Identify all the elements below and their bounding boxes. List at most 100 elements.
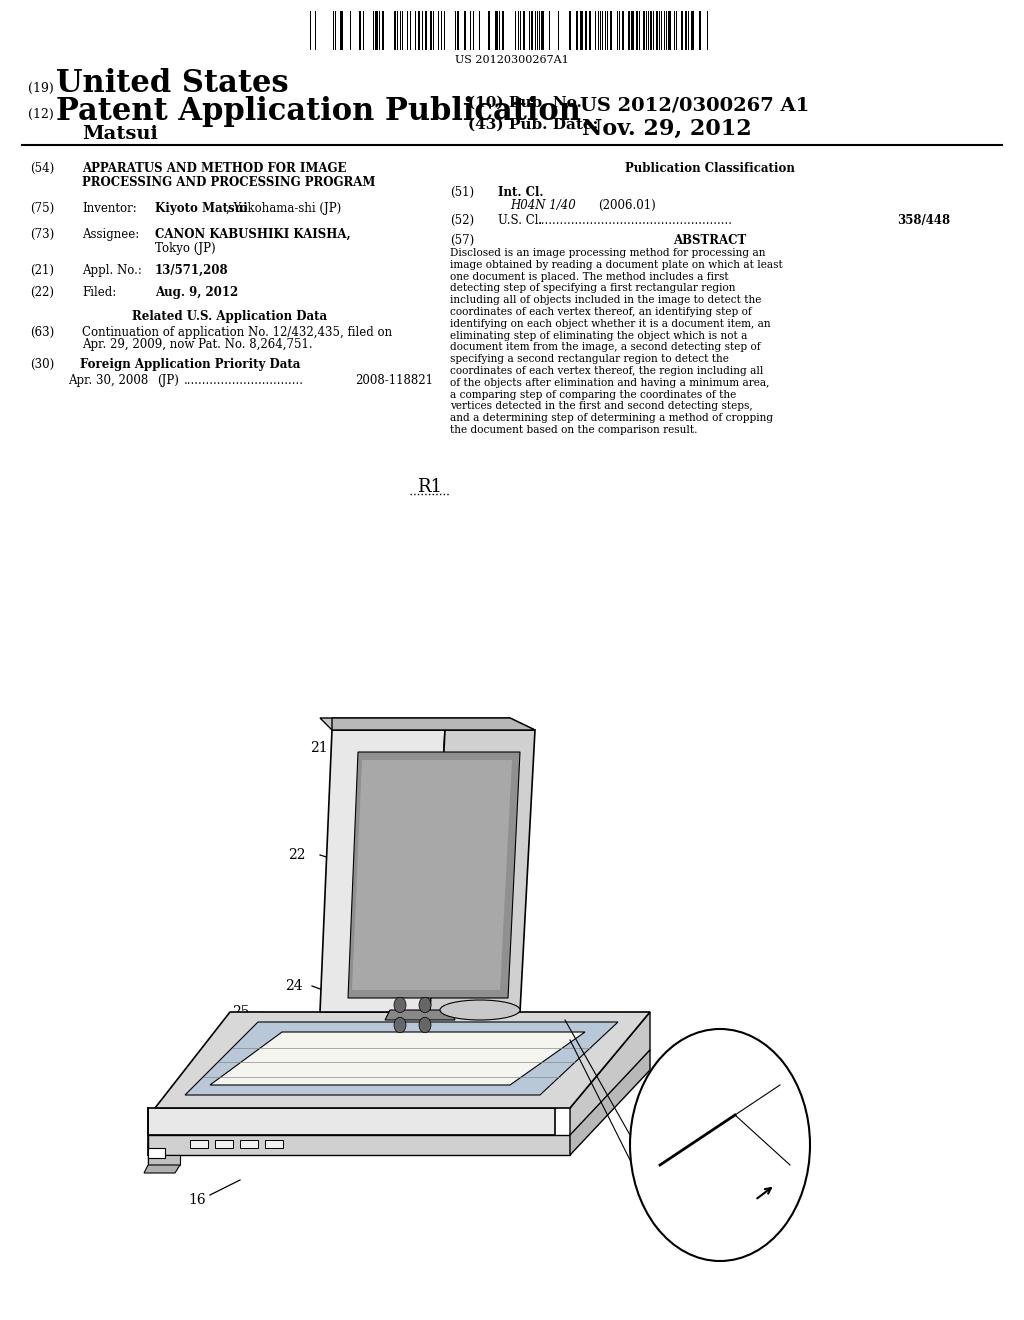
Bar <box>569 11 571 50</box>
Bar <box>681 11 683 50</box>
Bar <box>580 11 583 50</box>
Text: Publication Classification: Publication Classification <box>625 162 795 176</box>
Text: US 2012/0300267 A1: US 2012/0300267 A1 <box>580 96 809 114</box>
Bar <box>636 11 638 50</box>
Bar <box>488 11 490 50</box>
Text: of the objects after elimination and having a minimum area,: of the objects after elimination and hav… <box>450 378 769 388</box>
Text: a comparing step of comparing the coordinates of the: a comparing step of comparing the coordi… <box>450 389 736 400</box>
Text: United States: United States <box>56 69 289 99</box>
Text: Continuation of application No. 12/432,435, filed on: Continuation of application No. 12/432,4… <box>82 326 392 339</box>
Text: ....................................................: ........................................… <box>538 214 733 227</box>
Polygon shape <box>190 1140 208 1148</box>
Text: PROCESSING AND PROCESSING PROGRAM: PROCESSING AND PROCESSING PROGRAM <box>82 176 376 189</box>
Bar <box>589 11 591 50</box>
Bar <box>531 11 534 50</box>
Circle shape <box>630 1030 810 1261</box>
Text: 358/448: 358/448 <box>897 214 950 227</box>
Polygon shape <box>148 1155 180 1166</box>
Bar <box>699 11 701 50</box>
Polygon shape <box>148 1148 165 1158</box>
Text: and a determining step of determining a method of cropping: and a determining step of determining a … <box>450 413 773 424</box>
Polygon shape <box>215 1140 233 1148</box>
Text: identifying on each object whether it is a document item, an: identifying on each object whether it is… <box>450 319 771 329</box>
Text: 2008-118821: 2008-118821 <box>355 374 433 387</box>
Text: 21: 21 <box>310 741 328 755</box>
Bar <box>541 11 544 50</box>
Text: Aug. 9, 2012: Aug. 9, 2012 <box>155 286 239 300</box>
Bar <box>523 11 525 50</box>
Text: Filed:: Filed: <box>82 286 117 300</box>
Text: 24: 24 <box>285 979 303 993</box>
Text: Assignee:: Assignee: <box>82 228 139 242</box>
Bar <box>610 11 612 50</box>
Circle shape <box>419 1018 431 1032</box>
Text: coordinates of each vertex thereof, an identifying step of: coordinates of each vertex thereof, an i… <box>450 308 752 317</box>
Text: (54): (54) <box>30 162 54 176</box>
Polygon shape <box>430 730 535 1012</box>
Text: vertices detected in the first and second detecting steps,: vertices detected in the first and secon… <box>450 401 753 412</box>
Text: Int. Cl.: Int. Cl. <box>498 186 544 199</box>
Text: Apr. 30, 2008: Apr. 30, 2008 <box>68 374 148 387</box>
Polygon shape <box>185 1022 618 1096</box>
Polygon shape <box>148 1107 555 1135</box>
Polygon shape <box>385 1010 455 1020</box>
Text: , Yokohama-shi (JP): , Yokohama-shi (JP) <box>226 202 341 215</box>
Text: (21): (21) <box>30 264 54 277</box>
Bar <box>425 11 427 50</box>
Text: (JP): (JP) <box>157 374 179 387</box>
Bar <box>418 11 420 50</box>
Circle shape <box>394 1018 406 1032</box>
Text: Patent Application Publication: Patent Application Publication <box>56 96 581 127</box>
Bar <box>656 11 658 50</box>
Text: Appl. No.:: Appl. No.: <box>82 264 142 277</box>
Text: specifying a second rectangular region to detect the: specifying a second rectangular region t… <box>450 354 729 364</box>
Text: Matsui: Matsui <box>82 125 158 143</box>
Text: (2006.01): (2006.01) <box>598 199 655 213</box>
Text: 27: 27 <box>740 1053 758 1067</box>
Text: (10) Pub. No.:: (10) Pub. No.: <box>468 96 588 110</box>
Polygon shape <box>148 1135 570 1155</box>
Text: image obtained by reading a document plate on which at least: image obtained by reading a document pla… <box>450 260 782 269</box>
Text: (12): (12) <box>28 108 53 121</box>
Text: eliminating step of eliminating the object which is not a: eliminating step of eliminating the obje… <box>450 330 748 341</box>
Bar <box>340 11 343 50</box>
Polygon shape <box>210 1032 585 1085</box>
Text: 13/571,208: 13/571,208 <box>155 264 228 277</box>
Bar <box>691 11 694 50</box>
Text: 22: 22 <box>288 847 305 862</box>
Bar <box>575 11 578 50</box>
Bar <box>382 11 384 50</box>
Bar <box>457 11 459 50</box>
Text: (51): (51) <box>450 186 474 199</box>
Text: 16: 16 <box>188 1193 206 1206</box>
Text: Inventor:: Inventor: <box>82 202 137 215</box>
Text: (22): (22) <box>30 286 54 300</box>
Text: the document based on the comparison result.: the document based on the comparison res… <box>450 425 697 436</box>
Bar <box>668 11 671 50</box>
Bar <box>650 11 652 50</box>
Bar <box>628 11 630 50</box>
Text: (52): (52) <box>450 214 474 227</box>
Polygon shape <box>155 1012 650 1107</box>
Bar <box>622 11 624 50</box>
Text: detecting step of specifying a first rectangular region: detecting step of specifying a first rec… <box>450 284 735 293</box>
Text: H04N 1/40: H04N 1/40 <box>510 199 575 213</box>
Circle shape <box>419 998 431 1012</box>
Polygon shape <box>144 1166 180 1173</box>
Circle shape <box>394 998 406 1012</box>
Polygon shape <box>332 718 535 730</box>
Polygon shape <box>319 730 445 1012</box>
Text: ABSTRACT: ABSTRACT <box>674 234 746 247</box>
Ellipse shape <box>440 1001 520 1020</box>
Polygon shape <box>319 718 535 730</box>
Text: one document is placed. The method includes a first: one document is placed. The method inclu… <box>450 272 729 281</box>
Text: Apr. 29, 2009, now Pat. No. 8,264,751.: Apr. 29, 2009, now Pat. No. 8,264,751. <box>82 338 312 351</box>
Text: U.S. Cl.: U.S. Cl. <box>498 214 543 227</box>
Text: Disclosed is an image processing method for processing an: Disclosed is an image processing method … <box>450 248 766 257</box>
Text: APPARATUS AND METHOD FOR IMAGE: APPARATUS AND METHOD FOR IMAGE <box>82 162 346 176</box>
Bar <box>643 11 645 50</box>
Bar <box>585 11 587 50</box>
Text: R1: R1 <box>418 478 442 496</box>
Text: (75): (75) <box>30 202 54 215</box>
Text: Tokyo (JP): Tokyo (JP) <box>155 242 216 255</box>
